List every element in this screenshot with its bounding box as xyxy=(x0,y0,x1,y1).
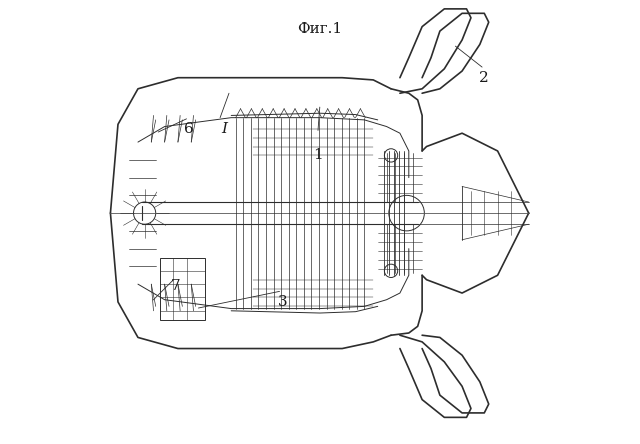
Text: 7: 7 xyxy=(171,279,180,293)
Text: I: I xyxy=(221,122,228,136)
Text: 3: 3 xyxy=(278,295,287,309)
Text: Фиг.1: Фиг.1 xyxy=(298,22,342,36)
Text: 2: 2 xyxy=(479,71,489,85)
Text: 6: 6 xyxy=(184,122,194,136)
Text: 1: 1 xyxy=(313,148,323,163)
